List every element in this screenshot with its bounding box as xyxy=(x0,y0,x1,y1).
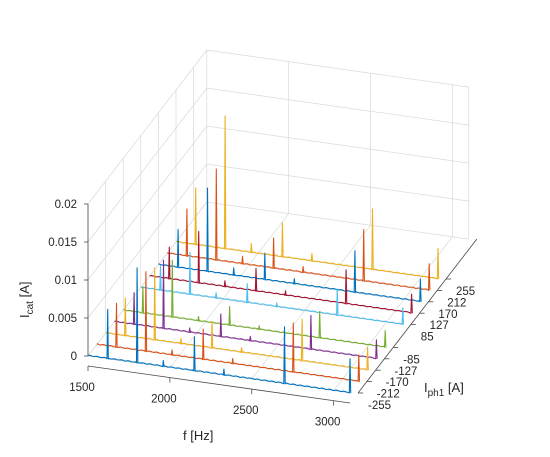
y-axis-label-sub: ph1 xyxy=(428,388,445,399)
y-tick-label-4: -85 xyxy=(403,354,420,366)
z-axis-label-sub: cat xyxy=(25,301,36,315)
z-tick-label-0: 0 xyxy=(71,351,77,363)
series-line-127 xyxy=(149,230,413,314)
z-axis-label: Icat [A] xyxy=(17,282,36,318)
series-line-170 xyxy=(158,187,422,303)
x-tick-label-1: 2000 xyxy=(151,394,177,406)
x-tick-label-3: 3000 xyxy=(315,417,341,429)
y-tick-label-0: -255 xyxy=(368,400,391,412)
chart-series xyxy=(87,115,440,394)
x-axis-line xyxy=(87,365,351,404)
y-tick-label-5: 85 xyxy=(421,332,434,344)
series-line--170 xyxy=(105,267,369,371)
z-tick-label-3: 0.015 xyxy=(48,237,77,249)
grid-line-floor-f-2 xyxy=(251,225,371,380)
y-axis-line xyxy=(357,238,478,394)
series-line--212 xyxy=(96,271,361,383)
z-tick-label-4: 0.02 xyxy=(55,199,77,211)
y-tick-label-9: 255 xyxy=(456,286,475,298)
y-axis-label-main: I xyxy=(424,380,428,395)
series-line--85 xyxy=(123,259,387,348)
x-axis-label: f [Hz] xyxy=(183,428,213,443)
y-tick-label-6: 127 xyxy=(430,320,449,332)
grid-line-floor-f-1 xyxy=(169,213,289,368)
y-axis-label: Iph1 [A] xyxy=(424,380,464,399)
y-tick-label-1: -212 xyxy=(377,389,400,401)
y-tick-label-8: 212 xyxy=(447,297,466,309)
chart-labels: f [Hz] Icat [A] Iph1 [A] xyxy=(17,282,464,443)
z-axis-label-main: I xyxy=(17,314,32,318)
series-line-212 xyxy=(166,168,431,291)
series-line-85 xyxy=(140,252,405,326)
y-tick-label-7: 170 xyxy=(438,309,457,321)
series-line-255 xyxy=(175,115,440,280)
grid-line-z-3 xyxy=(87,87,469,243)
grid-line-z-4 xyxy=(87,49,469,205)
z-tick-label-2: 0.01 xyxy=(55,275,77,287)
grid-line-z-2 xyxy=(87,125,469,281)
series-line--255 xyxy=(87,267,352,394)
series-line--127 xyxy=(114,259,378,360)
z-tick-label-1: 0.005 xyxy=(48,313,77,325)
x-tick-label-0: 1500 xyxy=(69,382,95,394)
y-tick-label-3: -127 xyxy=(394,366,417,378)
x-tick-label-2: 2500 xyxy=(233,405,259,417)
chart-axes: 00.0050.010.0150.021500200025003000-255-… xyxy=(48,199,478,429)
grid-line-floor-f-3 xyxy=(333,236,453,391)
grid-line-floor-s-1 xyxy=(96,344,359,382)
y-tick-label-2: -170 xyxy=(386,377,409,389)
y-axis-label-unit: [A] xyxy=(444,380,464,395)
z-axis-label-unit: [A] xyxy=(17,282,32,302)
